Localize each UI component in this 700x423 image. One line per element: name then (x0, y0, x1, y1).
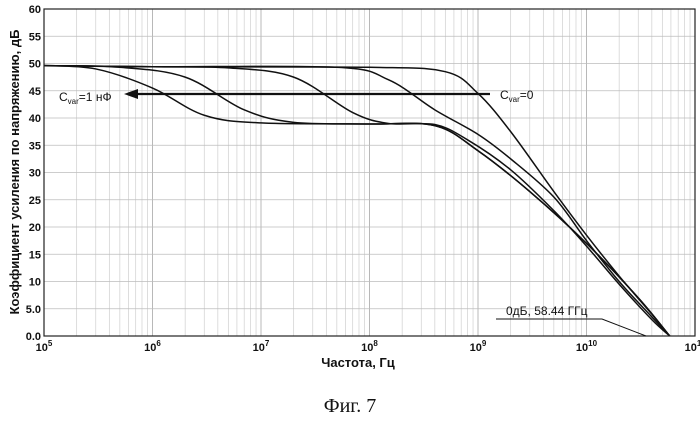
grid (43, 8, 695, 337)
y-tick-label: 30 (29, 168, 41, 180)
annotation-cvar-0-sub: var (509, 95, 520, 104)
annotation-cvar-1nf-sub: var (68, 97, 79, 106)
x-tick-labels: 105 106 107 108 109 1010 1011 (36, 339, 700, 354)
annotation-cvar-1nf-rest: =1 нФ (79, 90, 112, 104)
x-tick-label: 109 (470, 339, 487, 354)
y-tick-label: 40 (29, 113, 41, 125)
series-line-3 (43, 64, 671, 337)
x-tick-label: 108 (361, 339, 378, 354)
y-tick-label: 60 (29, 4, 41, 16)
plot-frame (43, 8, 696, 337)
y-tick-label: 50 (29, 59, 41, 71)
x-tick-label: 107 (253, 339, 270, 354)
y-tick-label: 5.0 (26, 304, 41, 316)
y-tick-label: 55 (29, 31, 41, 43)
x-tick-label: 105 (36, 339, 53, 354)
series-layer (43, 64, 671, 337)
svg-text:Cvar=0: Cvar=0 (500, 88, 534, 104)
y-tick-label: 15 (29, 249, 41, 261)
figure-caption: Фиг. 7 (323, 395, 377, 417)
x-tick-label: 1010 (576, 339, 598, 354)
x-tick-label: 1011 (685, 339, 700, 354)
annotation-cvar-1nf: Cvar=1 нФ (59, 89, 490, 106)
series-line-5 (43, 64, 671, 337)
y-axis-title: Коэффициент усиления по напряжению, дБ (7, 30, 22, 315)
y-tick-label: 25 (29, 195, 41, 207)
arrow-head-icon (124, 89, 138, 99)
series-line-2 (43, 64, 671, 337)
annotation-zero-db-leader (496, 318, 647, 337)
y-tick-labels: 0.0 5.0 10 15 20 25 30 35 40 45 50 55 60 (26, 4, 41, 343)
annotation-cvar-0: Cvar=0 (500, 88, 534, 104)
annotation-cvar-1nf-main: C (59, 90, 68, 104)
annotation-cvar-0-rest: =0 (520, 88, 534, 102)
y-tick-label: 20 (29, 222, 41, 234)
x-tick-label: 106 (144, 339, 161, 354)
y-tick-label: 35 (29, 140, 41, 152)
y-tick-label: 10 (29, 277, 41, 289)
y-tick-label: 45 (29, 86, 41, 98)
annotation-zero-db-text: 0дБ, 58.44 ГГц (506, 304, 588, 318)
y-tick-label: 0.0 (26, 331, 41, 343)
annotation-zero-db: 0дБ, 58.44 ГГц (496, 304, 647, 337)
x-axis-title: Частота, Гц (321, 355, 395, 370)
svg-text:Cvar=1 нФ: Cvar=1 нФ (59, 90, 112, 106)
annotation-cvar-0-main: C (500, 88, 509, 102)
